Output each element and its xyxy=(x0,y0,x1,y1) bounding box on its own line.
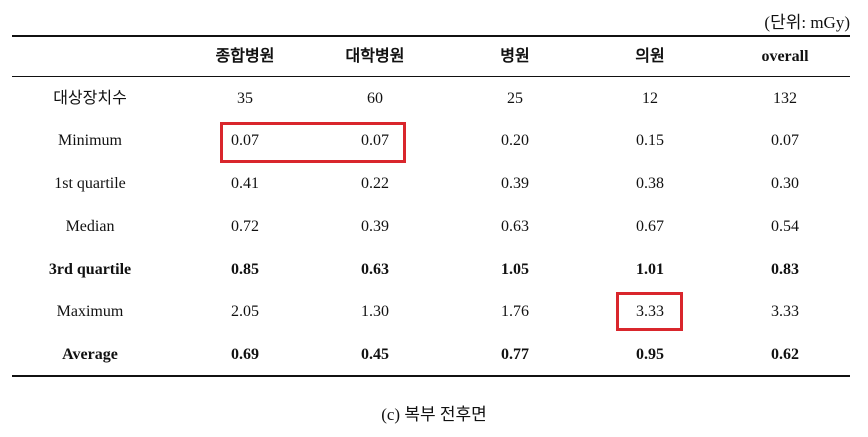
table-cell: 1.76 xyxy=(501,303,529,320)
table-cell: 0.85 xyxy=(231,261,259,278)
row-label: 대상장치수 xyxy=(53,90,127,107)
header-cell: 대학병원 xyxy=(345,48,405,65)
table-cell: 0.95 xyxy=(636,346,664,363)
table-cell: 12 xyxy=(642,90,658,107)
unit-note: (단위: mGy) xyxy=(764,13,850,32)
header-cell: overall xyxy=(761,48,809,65)
table-cell: 0.77 xyxy=(501,346,529,363)
table-cell: 1.05 xyxy=(501,261,529,278)
top-rule xyxy=(12,35,850,37)
table-cell: 0.63 xyxy=(361,261,389,278)
row-label: Minimum xyxy=(57,132,122,149)
row-label: Average xyxy=(62,346,118,363)
table-cell: 3.33 xyxy=(636,303,664,320)
highlight-box xyxy=(220,122,406,163)
table-cell: 0.30 xyxy=(771,175,799,192)
table-cell: 2.05 xyxy=(231,303,259,320)
table-cell: 0.07 xyxy=(771,132,799,149)
table-cell: 0.54 xyxy=(771,218,799,235)
table-cell: 0.63 xyxy=(501,218,529,235)
highlight-box xyxy=(616,292,683,331)
header-cell: 병원 xyxy=(500,48,530,65)
table-cell: 0.20 xyxy=(501,132,529,149)
header-cell: 종합병원 xyxy=(215,48,275,65)
table-cell: 1.01 xyxy=(636,261,664,278)
table-cell: 132 xyxy=(773,90,797,107)
table-cell: 0.22 xyxy=(361,175,389,192)
caption: (c) 복부 전후면 xyxy=(381,405,487,424)
row-label: 1st quartile xyxy=(54,175,126,192)
table-cell: 0.07 xyxy=(361,132,389,149)
header-rule xyxy=(12,76,850,77)
table-cell: 0.62 xyxy=(771,346,799,363)
table-cell: 0.41 xyxy=(231,175,259,192)
table-cell: 0.67 xyxy=(636,218,664,235)
table-cell: 25 xyxy=(507,90,523,107)
table-cell: 0.39 xyxy=(361,218,389,235)
row-label: Maximum xyxy=(56,303,124,320)
table-cell: 60 xyxy=(367,90,383,107)
table-cell: 0.39 xyxy=(501,175,529,192)
table-cell: 0.45 xyxy=(361,346,389,363)
table-cell: 0.72 xyxy=(231,218,259,235)
table-cell: 3.33 xyxy=(771,303,799,320)
row-label: Median xyxy=(65,218,115,235)
row-label: 3rd quartile xyxy=(48,261,132,278)
table-cell: 0.15 xyxy=(636,132,664,149)
table-cell: 0.83 xyxy=(771,261,799,278)
table-cell: 0.07 xyxy=(231,132,259,149)
header-cell: 의원 xyxy=(635,48,665,65)
table-cell: 0.38 xyxy=(636,175,664,192)
table-cell: 1.30 xyxy=(361,303,389,320)
table-cell: 0.69 xyxy=(231,346,259,363)
bottom-rule xyxy=(12,375,850,377)
table-cell: 35 xyxy=(237,90,253,107)
